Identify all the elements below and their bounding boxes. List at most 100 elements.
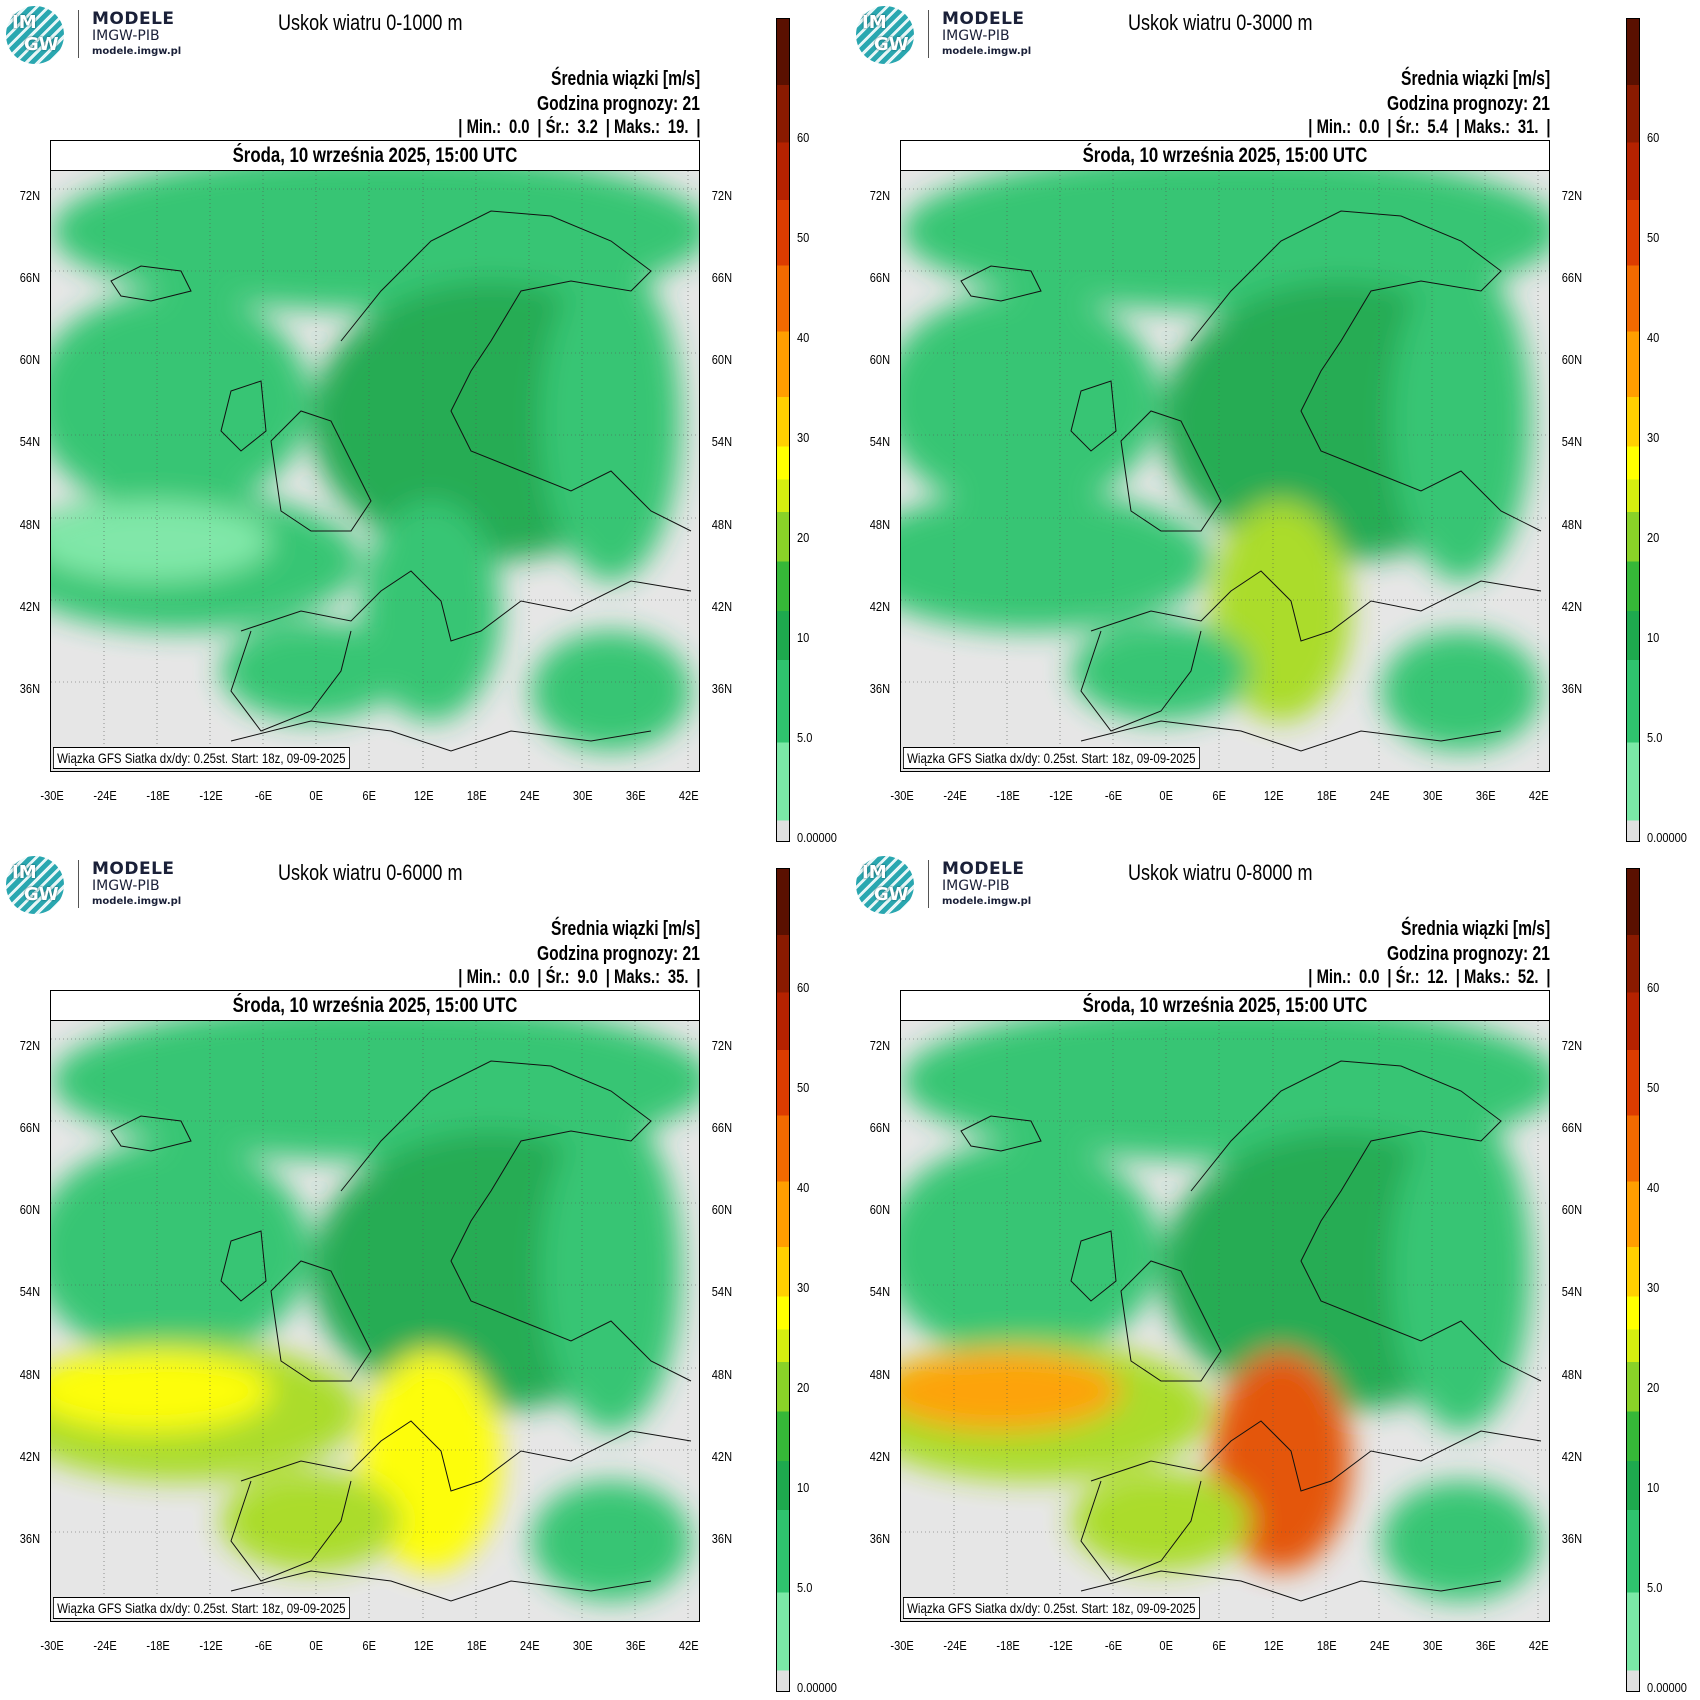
lon-label: 42E bbox=[678, 788, 699, 803]
colorbar-tick: 20 bbox=[1647, 1380, 1660, 1395]
lon-label: 6E bbox=[362, 788, 376, 803]
logo-text-imgw: IMGW-PIB bbox=[92, 28, 160, 44]
colorbar bbox=[776, 868, 790, 1692]
colorbar-tick: 50 bbox=[797, 230, 810, 245]
lon-label: -18E bbox=[996, 1638, 1020, 1653]
lat-label-right: 66N bbox=[711, 270, 733, 285]
logo-badge-top: IM bbox=[12, 862, 37, 883]
lat-label-left: 72N bbox=[869, 188, 891, 203]
lon-label: 24E bbox=[519, 1638, 540, 1653]
lon-label: 6E bbox=[1212, 788, 1226, 803]
max-label: | Maks.: bbox=[605, 967, 660, 988]
colorbar-tick: 0.00000 bbox=[797, 830, 837, 845]
lon-label: -12E bbox=[199, 1638, 223, 1653]
lat-label-right: 48N bbox=[1561, 1367, 1583, 1382]
variable-subtitle: Średnia wiązki [m/s] bbox=[550, 918, 700, 940]
lat-label-right: 42N bbox=[711, 1449, 733, 1464]
model-footer: Wiązka GFS Siatka dx/dy: 0.25st. Start: … bbox=[903, 1597, 1200, 1619]
max-value: 52. bbox=[1517, 967, 1539, 988]
lat-label-right: 36N bbox=[711, 681, 733, 696]
stats-end-bar: | bbox=[1545, 967, 1550, 988]
logo-text-imgw: IMGW-PIB bbox=[942, 878, 1010, 894]
valid-date: Środa, 10 września 2025, 15:00 UTC bbox=[232, 994, 518, 1017]
colorbar-tick: 40 bbox=[1647, 1180, 1660, 1195]
mean-value: 12. bbox=[1426, 967, 1448, 988]
model-footer: Wiązka GFS Siatka dx/dy: 0.25st. Start: … bbox=[53, 747, 350, 769]
wind-shear-map: Wiązka GFS Siatka dx/dy: 0.25st. Start: … bbox=[900, 1020, 1550, 1622]
colorbar-tick: 40 bbox=[1647, 330, 1660, 345]
logo-text-url: modele.imgw.pl bbox=[942, 896, 1032, 907]
min-value: 0.0 bbox=[508, 967, 530, 988]
colorbar bbox=[776, 18, 790, 842]
stats-line: | Min.: 0.0 | Śr.: 5.4 | Maks.: 31. | bbox=[1308, 117, 1550, 139]
lat-label-right: 42N bbox=[1561, 1449, 1583, 1464]
colorbar-tick: 10 bbox=[1647, 1480, 1660, 1495]
lat-label-right: 36N bbox=[711, 1531, 733, 1546]
logo-text-url: modele.imgw.pl bbox=[92, 896, 182, 907]
lon-label: 0E bbox=[309, 1638, 323, 1653]
imgw-logo: IM GW MODELE IMGW-PIB modele.imgw.pl bbox=[856, 6, 1036, 64]
forecast-panel: IM GW MODELE IMGW-PIB modele.imgw.pl Uskok wi… bbox=[850, 0, 1700, 850]
lat-label-left: 72N bbox=[869, 1038, 891, 1053]
lat-label-right: 54N bbox=[1561, 1284, 1583, 1299]
max-value: 31. bbox=[1517, 117, 1539, 138]
lon-label: -24E bbox=[93, 788, 117, 803]
logo-divider bbox=[78, 860, 79, 908]
lon-label: 30E bbox=[572, 788, 593, 803]
lon-label: 24E bbox=[1369, 1638, 1390, 1653]
lon-label: -6E bbox=[1104, 1638, 1123, 1653]
lat-label-left: 60N bbox=[19, 1202, 41, 1217]
lon-label: 30E bbox=[572, 1638, 593, 1653]
panel-title: Uskok wiatru 0-3000 m bbox=[1128, 10, 1313, 35]
lon-label: -30E bbox=[890, 1638, 914, 1653]
lon-label: -30E bbox=[40, 1638, 64, 1653]
lat-label-left: 66N bbox=[869, 1120, 891, 1135]
colorbar-tick: 60 bbox=[797, 130, 810, 145]
lon-label: 12E bbox=[413, 1638, 434, 1653]
lat-label-right: 72N bbox=[711, 188, 733, 203]
variable-subtitle: Średnia wiązki [m/s] bbox=[550, 68, 700, 90]
panel-title: Uskok wiatru 0-6000 m bbox=[278, 860, 463, 885]
lat-label-left: 66N bbox=[19, 270, 41, 285]
stats-line: | Min.: 0.0 | Śr.: 3.2 | Maks.: 19. | bbox=[458, 117, 700, 139]
colorbar-tick: 0.00000 bbox=[1647, 830, 1687, 845]
logo-text-modele: MODELE bbox=[942, 859, 1025, 879]
lat-label-left: 66N bbox=[19, 1120, 41, 1135]
model-footer: Wiązka GFS Siatka dx/dy: 0.25st. Start: … bbox=[53, 1597, 350, 1619]
lat-label-right: 66N bbox=[711, 1120, 733, 1135]
lat-label-right: 72N bbox=[1561, 188, 1583, 203]
forecast-panel: IM GW MODELE IMGW-PIB modele.imgw.pl Uskok wi… bbox=[0, 850, 850, 1700]
colorbar-tick: 10 bbox=[797, 630, 810, 645]
lon-label: -24E bbox=[93, 1638, 117, 1653]
valid-date: Środa, 10 września 2025, 15:00 UTC bbox=[232, 144, 518, 167]
lat-label-left: 48N bbox=[869, 517, 891, 532]
min-value: 0.0 bbox=[1358, 967, 1380, 988]
lat-label-left: 48N bbox=[19, 1367, 41, 1382]
lat-label-right: 72N bbox=[1561, 1038, 1583, 1053]
lon-label: 18E bbox=[466, 788, 487, 803]
lat-label-left: 54N bbox=[869, 434, 891, 449]
lat-label-left: 36N bbox=[869, 681, 891, 696]
panel-title: Uskok wiatru 0-8000 m bbox=[1128, 860, 1313, 885]
lat-label-left: 60N bbox=[869, 1202, 891, 1217]
lon-label: -6E bbox=[1104, 788, 1123, 803]
colorbar-tick: 30 bbox=[797, 1280, 810, 1295]
lon-label: 18E bbox=[466, 1638, 487, 1653]
mean-label: | Śr.: bbox=[536, 117, 570, 138]
imgw-logo: IM GW MODELE IMGW-PIB modele.imgw.pl bbox=[6, 6, 186, 64]
forecast-hour: Godzina prognozy: 21 bbox=[1387, 943, 1550, 965]
colorbar-tick: 30 bbox=[1647, 1280, 1660, 1295]
valid-date: Środa, 10 września 2025, 15:00 UTC bbox=[1082, 144, 1368, 167]
lon-label: -24E bbox=[943, 1638, 967, 1653]
lon-label: -18E bbox=[146, 788, 170, 803]
forecast-hour: Godzina prognozy: 21 bbox=[1387, 93, 1550, 115]
lat-label-left: 54N bbox=[869, 1284, 891, 1299]
lon-label: -6E bbox=[254, 788, 273, 803]
panel-title: Uskok wiatru 0-1000 m bbox=[278, 10, 463, 35]
colorbar-tick: 5.0 bbox=[797, 1580, 813, 1595]
lat-label-right: 66N bbox=[1561, 270, 1583, 285]
logo-text-modele: MODELE bbox=[942, 9, 1025, 29]
logo-text-url: modele.imgw.pl bbox=[92, 46, 182, 57]
lat-label-left: 42N bbox=[869, 1449, 891, 1464]
lon-label: 0E bbox=[1159, 788, 1173, 803]
